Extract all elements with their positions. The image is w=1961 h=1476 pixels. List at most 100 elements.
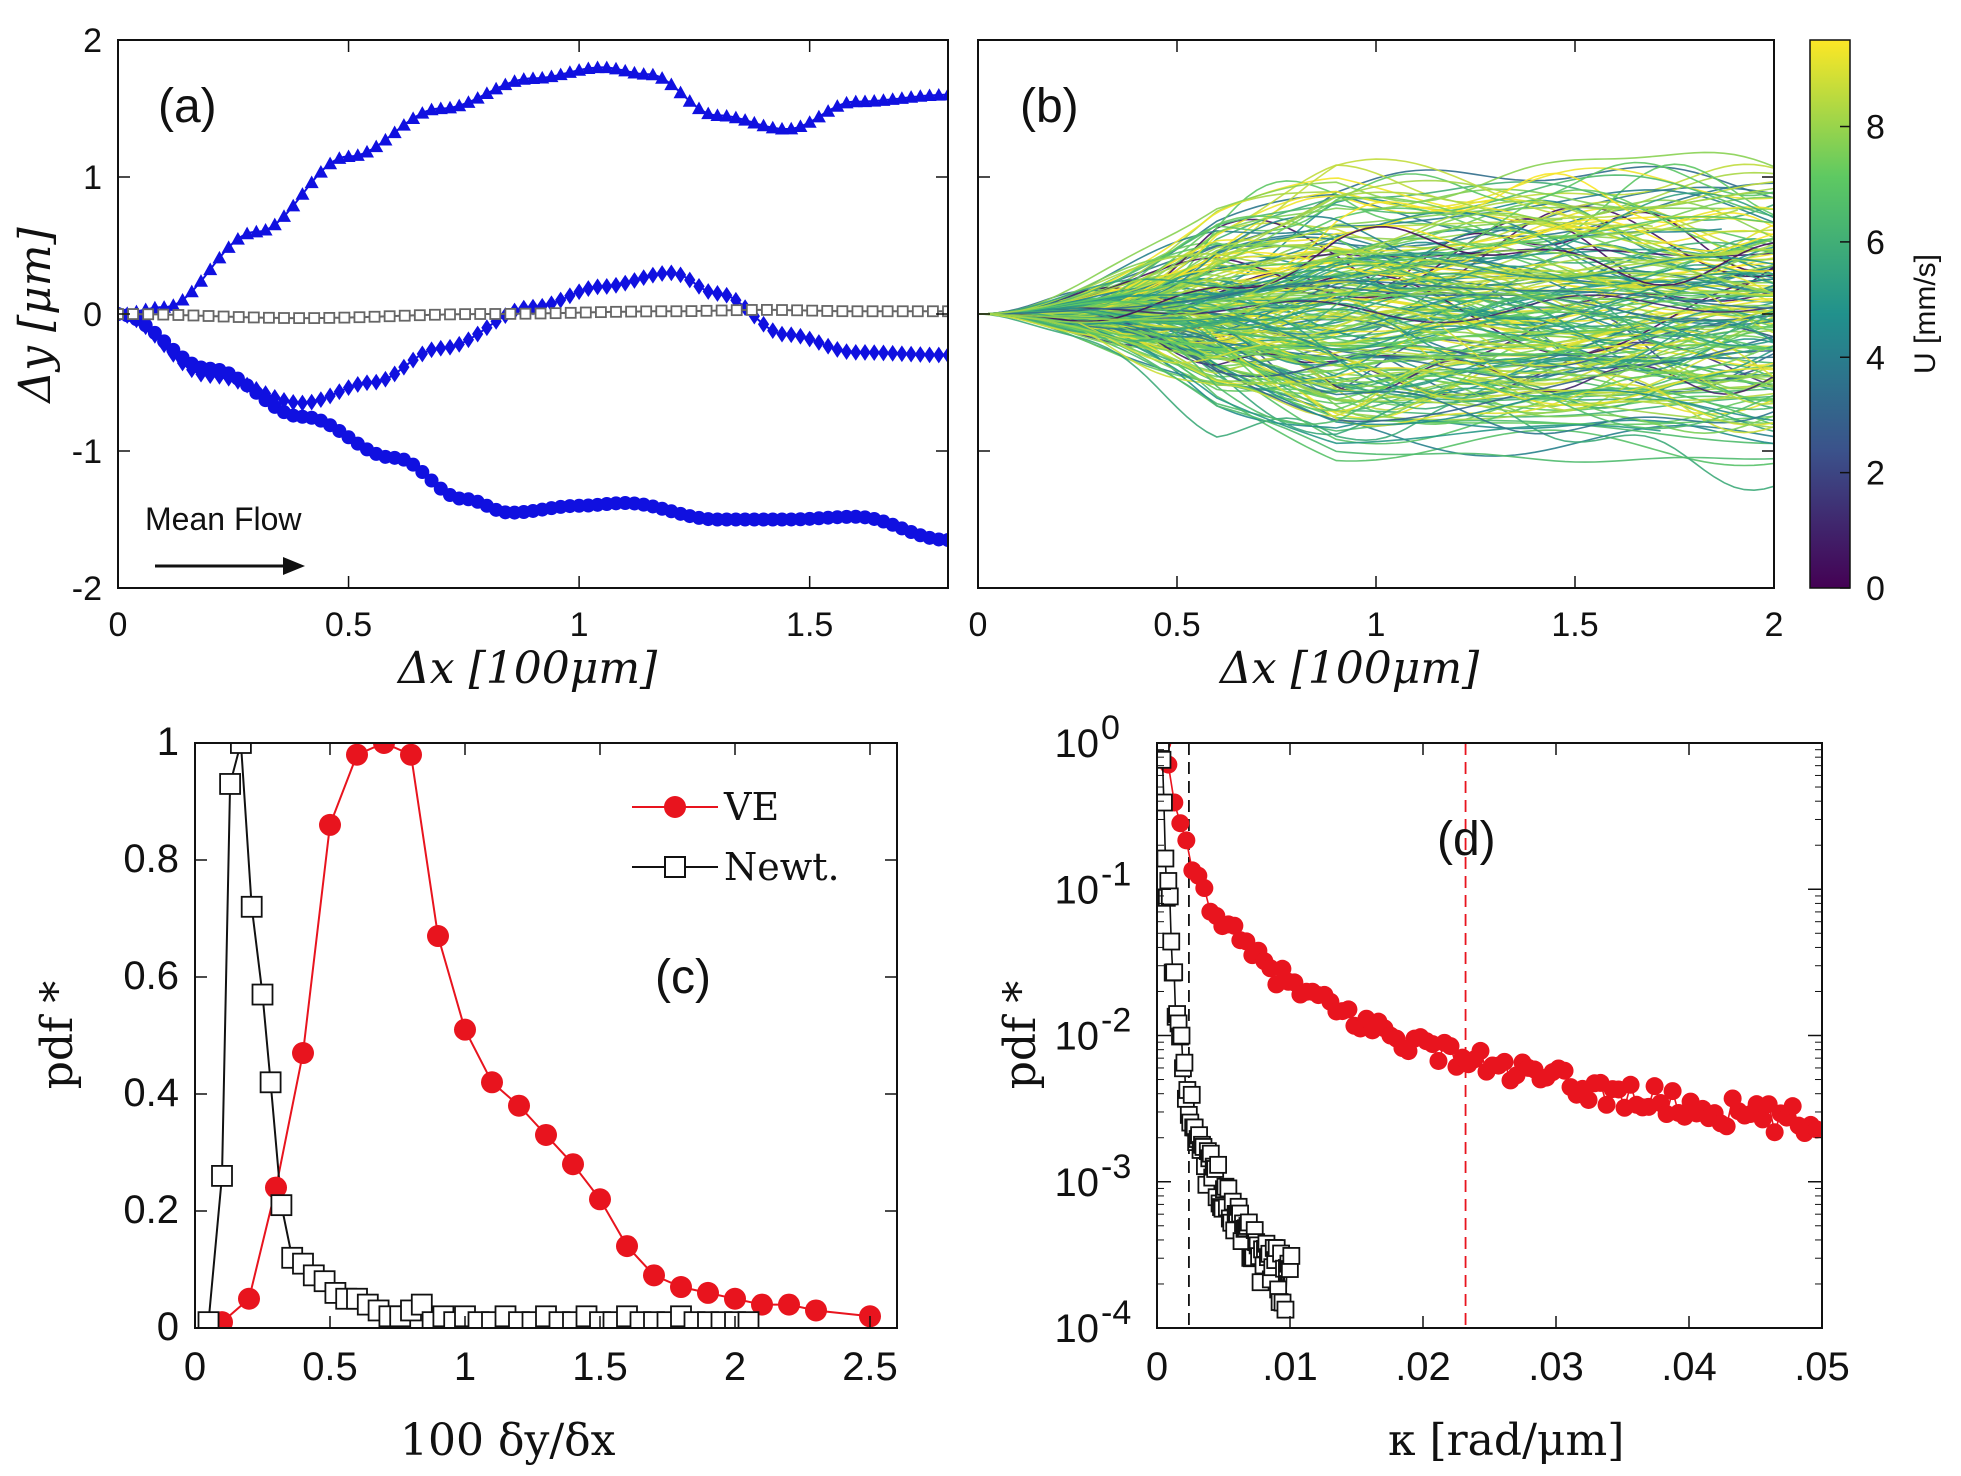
panel-a-point [187, 309, 200, 322]
newt-point [1182, 1085, 1201, 1104]
y-tick-exponent: -3 [1101, 1148, 1131, 1186]
panel-a-point [413, 309, 426, 322]
y-tick-exponent: -2 [1101, 1002, 1131, 1040]
panel-a-point [526, 71, 540, 84]
y-tick-exponent: -4 [1101, 1294, 1131, 1332]
panel-a-point [453, 335, 465, 353]
panel-a-point [867, 93, 882, 107]
panel-a-point [472, 325, 484, 343]
panel-a-point [157, 308, 170, 321]
ve-point [1753, 1110, 1772, 1129]
ve-point [1171, 814, 1190, 833]
panel-a-point [619, 274, 631, 292]
panel-a-point [745, 304, 758, 316]
colorbar-gradient [1809, 39, 1851, 589]
panel-a-point [791, 304, 803, 317]
panel-a-point [710, 108, 725, 121]
panel-a-point [479, 86, 494, 100]
panel-b-trajectory [978, 297, 1635, 339]
ve-point [1225, 916, 1244, 935]
panel-c-legend: VE Newt. [632, 785, 840, 889]
panel-a-series-line [118, 66, 948, 315]
newt-point [1160, 887, 1179, 906]
colorbar-label: U [mm/s] [1909, 254, 1942, 374]
ve-point [778, 1293, 800, 1316]
panel-b-ticks: 0 0.5 1 1.5 2 [969, 40, 1783, 644]
newt-point [229, 743, 252, 754]
ve-point [616, 1235, 638, 1258]
panel-a-point [306, 393, 318, 411]
panel-a-point [913, 89, 928, 102]
panel-a-point [387, 125, 402, 139]
colorbar-tick-label: 2 [1866, 455, 1885, 493]
panel-a-point [444, 338, 456, 356]
panel-c-xlabel: 100 δy/δx [400, 1415, 616, 1466]
panel-a-point [692, 101, 706, 115]
newt-point [1159, 872, 1178, 890]
panel-a-point [656, 265, 668, 282]
panel-b-trajectory [978, 212, 1774, 315]
panel-d-xlabel: κ [rad/μm] [1388, 1415, 1624, 1466]
y-tick-label: 10 [1055, 868, 1100, 912]
panel-d-ylabel: pdf * [995, 981, 1046, 1090]
x-tick-label: 0 [1146, 1345, 1168, 1389]
panel-a-point [490, 312, 502, 330]
x-tick-label: .01 [1262, 1345, 1318, 1389]
panel-a-point [610, 276, 622, 294]
panel-a-point [700, 304, 713, 317]
ve-point [643, 1264, 665, 1287]
panel-b-trajectory [978, 313, 1774, 359]
panel-a-point [230, 231, 245, 245]
panel-a-point [628, 272, 641, 289]
colorbar-tick-label: 6 [1866, 224, 1885, 262]
x-tick-label: 1 [570, 606, 589, 644]
panel-a-point [232, 311, 245, 323]
panel-b-xlabel: Δx [100μm] [1218, 643, 1480, 694]
panel-a-point [461, 95, 476, 108]
panel-a-point [776, 304, 788, 316]
ve-point [805, 1299, 827, 1322]
panel-a-point [304, 175, 319, 189]
newt-point [1165, 963, 1184, 982]
ve-point [508, 1094, 530, 1117]
panel-a-point [881, 305, 894, 318]
panel-a-point [352, 376, 364, 393]
ve-point [319, 813, 341, 836]
panel-a-point [896, 305, 909, 318]
panel-a-point [647, 266, 659, 284]
panel-a-point [730, 304, 743, 317]
panel-a-point [877, 344, 890, 362]
y-tick-label: 10 [1055, 1307, 1100, 1351]
panel-a-point [360, 144, 374, 158]
panel-a-point [721, 286, 733, 304]
ve-point [1495, 1052, 1514, 1071]
panel-a-point [682, 94, 697, 107]
panel-b-trajectory [978, 313, 1774, 435]
panel-a-point [802, 115, 817, 128]
newt-point [240, 895, 263, 918]
panel-a-point [370, 373, 382, 391]
ve-point [1441, 1037, 1460, 1056]
panel-a-point [398, 309, 411, 322]
panel-a-point [821, 104, 836, 117]
y-tick-label: 0.6 [123, 954, 179, 998]
y-tick-label: 10 [1055, 722, 1100, 766]
newt-point [1172, 1026, 1191, 1045]
panel-a-point [368, 310, 381, 323]
panel-c-ticks: 0 0.5 1 1.5 2 2.5 0 0.2 0.4 0.6 0.8 1 [123, 720, 897, 1389]
panel-a-point [922, 88, 937, 102]
panel-a-point [406, 111, 421, 124]
panel-a-point [715, 304, 728, 317]
panel-b: 0 0.5 1 1.5 2 (b) Δx [100μm] 0 2 4 6 8 U [mm/s] [969, 39, 1942, 694]
panel-a-point [324, 387, 336, 405]
panel-a-point [719, 108, 734, 122]
panel-b-trajectory [978, 179, 1774, 315]
x-tick-label: .05 [1794, 1345, 1850, 1389]
panel-a-point [942, 346, 948, 364]
panel-a-point [627, 65, 642, 79]
ve-point [427, 925, 449, 948]
panel-a-point [931, 87, 946, 101]
panel-a-point [323, 311, 336, 324]
panel-a-ylabel: Δy [μm] [10, 227, 61, 405]
y-tick-exponent: 0 [1101, 709, 1120, 747]
